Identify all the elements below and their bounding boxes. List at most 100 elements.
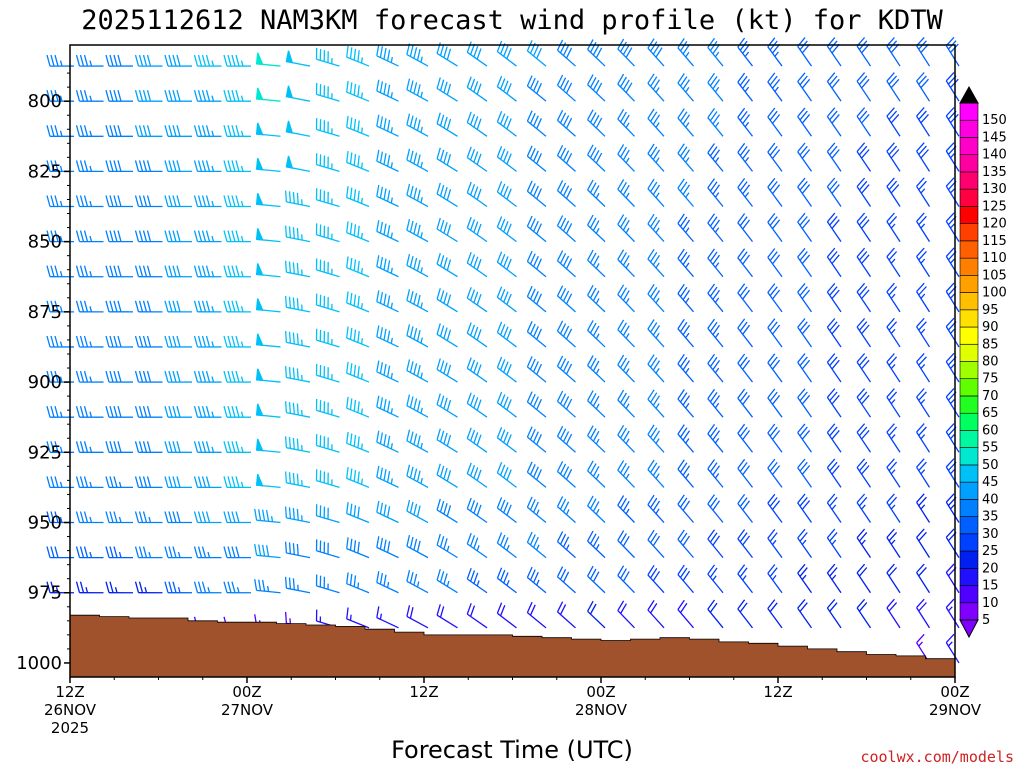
barb-feather-full (349, 538, 353, 551)
wind-barb (254, 579, 281, 594)
barb-feather-full (383, 223, 387, 235)
barb-feather-full (227, 406, 232, 418)
wind-barb (886, 458, 901, 488)
barb-feather-full (439, 465, 445, 478)
barb-feather-full (75, 195, 81, 207)
wind-barb (346, 572, 370, 594)
barb-feather-full (353, 505, 357, 517)
barb-feather-full (261, 544, 266, 557)
barb-feather-half (240, 235, 244, 242)
barb-feather-full (383, 504, 387, 516)
barb-feather-full (383, 574, 387, 587)
barb-feather-full (829, 215, 838, 226)
barb-feather-full (771, 289, 781, 300)
barb-feather-full (142, 265, 148, 277)
barb-feather-full (831, 289, 840, 300)
barb-feather-half (801, 574, 807, 581)
wind-barb (856, 353, 872, 383)
barb-feather-full (473, 116, 479, 128)
wind-barb (105, 546, 134, 559)
barb-feather-full (682, 325, 691, 336)
barb-feather-full (113, 90, 118, 102)
barb-feather-full (533, 45, 539, 57)
barb-feather-full (265, 545, 270, 557)
barb-feather-full (46, 370, 51, 383)
chart-title: 2025112612 NAM3KM forecast wind profile … (81, 5, 943, 36)
wind-barb (285, 50, 311, 67)
barb-feather-full (506, 469, 512, 481)
wind-barb (856, 563, 872, 594)
barb-feather-full (916, 317, 925, 328)
barb-feather-full (386, 435, 391, 448)
barb-feather-full (797, 247, 806, 258)
barb-feather-full (138, 476, 144, 488)
barb-feather-full (503, 45, 509, 57)
wind-barb (105, 265, 134, 278)
barb-feather-full (831, 429, 840, 440)
barb-feather-full (888, 391, 898, 401)
barb-feather-full (54, 406, 59, 418)
barb-feather-full (466, 497, 472, 509)
barb-feather-full (503, 572, 509, 584)
wind-barb (376, 395, 399, 418)
barb-feather-full (526, 496, 533, 508)
wind-barb (284, 190, 311, 208)
barb-feather-full (193, 300, 199, 312)
barb-feather-full (916, 528, 925, 538)
barb-shaft (436, 333, 458, 348)
barb-feather-full (416, 154, 421, 166)
wind-barb (767, 493, 783, 523)
barb-feather-full (709, 602, 718, 613)
barb-feather-full (677, 564, 685, 575)
wind-barb (587, 109, 606, 137)
wind-barb (193, 546, 222, 559)
barb-feather-full (231, 90, 236, 102)
barb-feather-full (113, 230, 118, 242)
barb-feather-full (168, 581, 173, 593)
barb-feather-full (856, 142, 866, 152)
barb-feather-full (138, 160, 144, 172)
barb-feather-half (59, 341, 63, 348)
barb-feather-full (589, 498, 597, 510)
barb-feather-full (737, 494, 746, 504)
barb-feather-full (682, 395, 691, 406)
barb-feather-half (685, 332, 690, 339)
wind-barb (164, 90, 193, 102)
barb-feather-full (595, 47, 603, 59)
barb-feather-full (235, 370, 240, 383)
barb-feather-full (469, 184, 476, 196)
wind-barb (767, 528, 783, 559)
wind-barb (436, 569, 458, 594)
barb-feather-full (164, 160, 169, 172)
wind-barb (496, 146, 517, 172)
barb-feather-half (144, 587, 148, 593)
barb-feather-full (916, 563, 925, 573)
barb-feather-full (767, 142, 776, 153)
barb-feather-full (176, 441, 181, 453)
barb-feather-full (503, 537, 509, 549)
barb-feather-full (142, 90, 148, 102)
barb-shaft (466, 473, 488, 488)
barb-feather-half (950, 469, 955, 475)
barb-feather-full (176, 406, 181, 418)
barb-feather-full (83, 160, 89, 172)
wind-barb (346, 115, 370, 137)
barb-feather-full (556, 390, 564, 402)
barb-feather-full (416, 49, 421, 61)
barb-shaft (826, 291, 842, 313)
barb-feather-full (469, 570, 476, 582)
barb-feather-full (562, 150, 570, 162)
barb-feather-full (79, 406, 85, 418)
barb-feather-full (856, 247, 866, 258)
barb-feather-full (918, 391, 927, 401)
colorbar-tick-label: 65 (982, 406, 999, 421)
wind-barb (315, 434, 340, 453)
barb-feather-full (168, 265, 173, 277)
barb-feather-full (231, 406, 236, 418)
barb-feather-full (439, 500, 445, 513)
barb-shaft (677, 574, 694, 594)
barb-feather-half (861, 539, 866, 545)
barb-feather-full (529, 323, 536, 335)
barb-feather-full (622, 325, 630, 336)
barb-feather-full (235, 54, 240, 67)
